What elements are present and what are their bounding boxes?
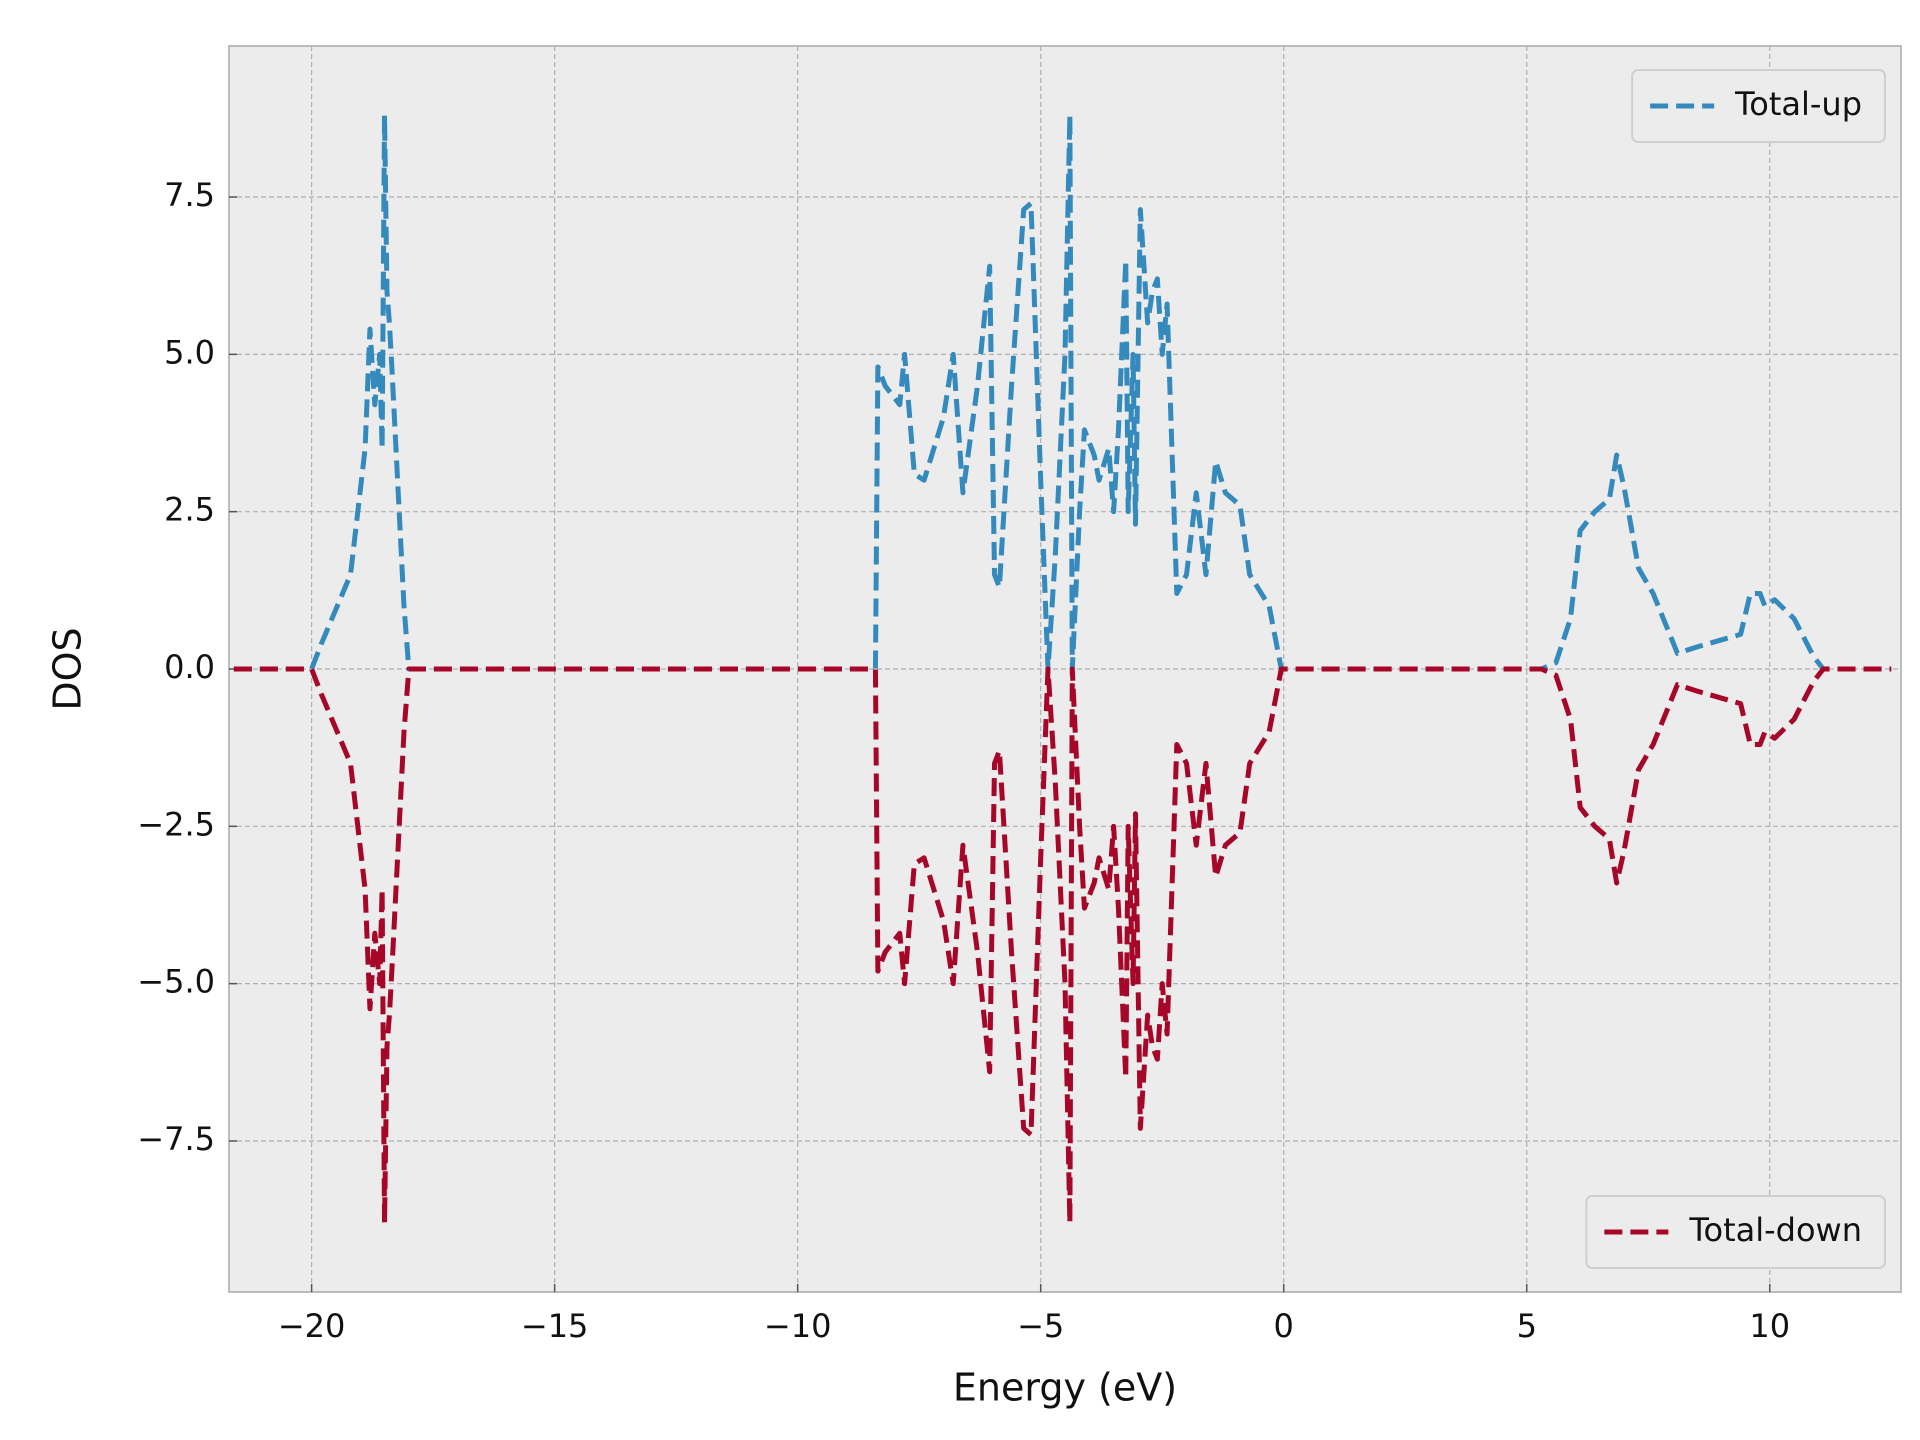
y-tick-label: −2.5 [137,805,215,843]
legend-label: Total-up [1734,85,1862,123]
line-series [233,666,1892,1226]
x-axis-title: Energy (eV) [953,1366,1177,1410]
legend-box [1631,69,1886,143]
legend-label: Total-down [1688,1211,1862,1249]
x-tick-label: 5 [1517,1307,1537,1345]
x-tick-label: −5 [1017,1307,1064,1345]
y-tick-label: −5.0 [137,963,215,1001]
x-tick-label: 10 [1749,1307,1790,1345]
legend-box [1585,1195,1886,1269]
x-tick-label: −15 [521,1307,589,1345]
y-tick-label: 5.0 [164,333,215,371]
y-axis-title: DOS [46,627,90,710]
y-tick-label: 0.0 [164,648,215,686]
y-tick-label: 7.5 [164,176,215,214]
x-tick-label: 0 [1274,1307,1294,1345]
y-tick-label: −7.5 [137,1120,215,1158]
x-tick-label: −20 [278,1307,346,1345]
legend: Total-down [1585,1195,1886,1269]
y-tick-label: 2.5 [164,491,215,529]
x-tick-label: −10 [764,1307,832,1345]
legend: Total-up [1631,69,1886,143]
